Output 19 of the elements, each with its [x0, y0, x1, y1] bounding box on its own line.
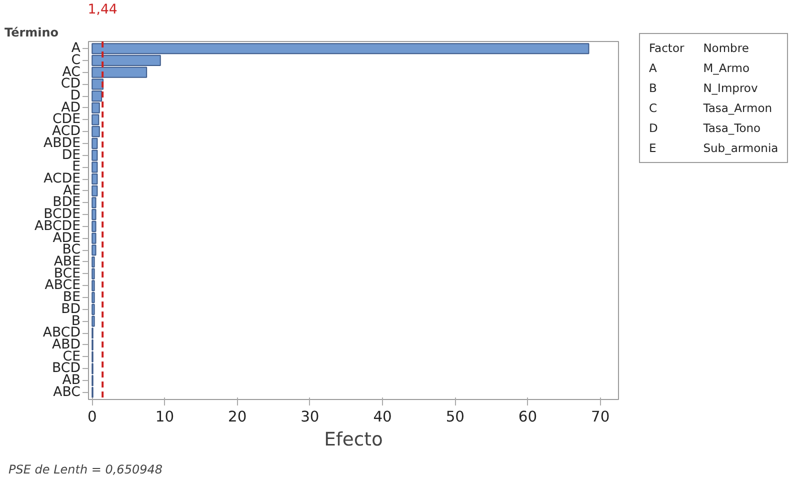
x-tick-label: 60 — [518, 408, 538, 426]
x-tick-label: 10 — [155, 408, 174, 426]
text: C Tasa_Armon — [649, 101, 772, 115]
text: B N_Improv — [649, 81, 758, 95]
x-tick-label: 70 — [591, 408, 610, 426]
x-tick-label: 50 — [446, 408, 464, 426]
x-tick-label: 30 — [300, 408, 320, 426]
x-tick-label: 20 — [228, 408, 247, 426]
text: PSE de Lenth = 0,650948 — [8, 462, 163, 476]
x-tick-label: 40 — [373, 408, 392, 426]
x-axis-title: Efecto — [324, 430, 383, 450]
text: D Tasa_Tono — [649, 121, 761, 135]
text: A M_Armo — [649, 61, 750, 75]
text: Factor Nombre — [649, 41, 749, 55]
y-tick-label: ABC — [53, 384, 81, 400]
text: E Sub_armonia — [649, 141, 778, 155]
ref-line-label: 1,44 — [88, 2, 118, 18]
y-axis-title: Término — [4, 26, 59, 40]
x-tick-label: 0 — [87, 408, 97, 426]
